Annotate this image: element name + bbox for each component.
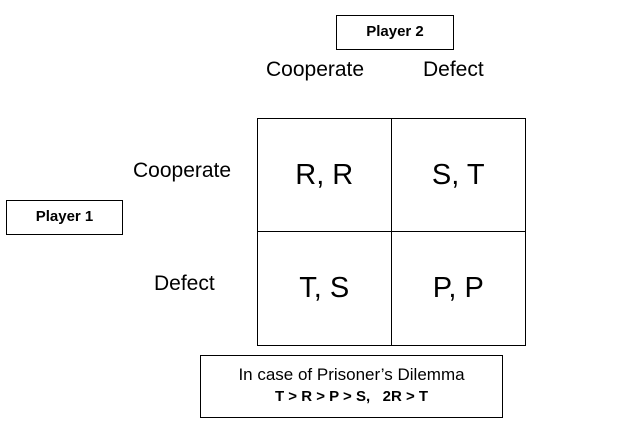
condition-note-inequalities: T > R > P > S, 2R > T bbox=[274, 388, 429, 405]
player-2-label: Player 2 bbox=[336, 15, 454, 50]
condition-note-box: In case of Prisoner’s Dilemma T > R > P … bbox=[200, 355, 503, 418]
player-1-label: Player 1 bbox=[6, 200, 123, 235]
payoff-cell-defect-defect: P, P bbox=[432, 272, 484, 304]
payoff-cell-cooperate-defect: S, T bbox=[391, 119, 525, 232]
column-header-cooperate: Cooperate bbox=[266, 58, 365, 81]
row-header-defect: Defect bbox=[154, 272, 215, 295]
row-header-cooperate: Cooperate bbox=[133, 159, 232, 182]
payoff-cell-cooperate-cooperate: R, R bbox=[258, 119, 392, 232]
condition-note-title: In case of Prisoner’s Dilemma bbox=[238, 365, 465, 384]
payoff-matrix: R, R S, T T, S P, P bbox=[257, 118, 526, 346]
column-header-defect: Defect bbox=[423, 58, 484, 81]
payoff-cell-defect-cooperate: T, S bbox=[258, 232, 392, 345]
